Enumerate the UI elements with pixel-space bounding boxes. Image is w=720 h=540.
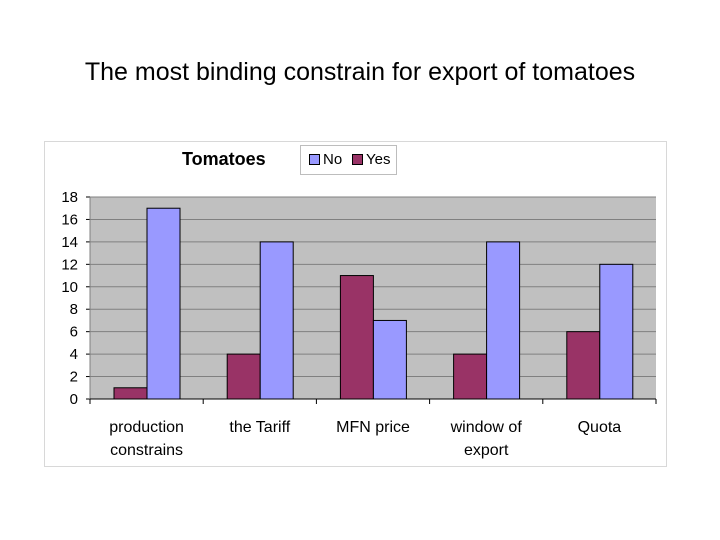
y-tick-label: 14 (61, 234, 78, 251)
bar-no (599, 263, 634, 400)
x-category-label: MFN price (336, 419, 410, 436)
bar-yes (566, 331, 601, 400)
bar-no (486, 241, 521, 400)
bar-no (146, 207, 181, 400)
bar-yes (113, 387, 148, 400)
y-tick-label: 0 (70, 391, 78, 408)
legend-label-no: No (323, 151, 343, 168)
chart-legend: No Yes (300, 145, 397, 175)
legend-item-no: No (309, 151, 342, 168)
y-tick-label: 12 (61, 256, 78, 273)
x-category-label: window of (450, 419, 523, 436)
legend-swatch-yes (352, 154, 363, 165)
bar-yes (339, 275, 374, 400)
bar-yes (453, 353, 488, 400)
y-tick-label: 4 (70, 346, 78, 363)
legend-label-yes: Yes (366, 151, 391, 168)
legend-swatch-no (309, 154, 320, 165)
chart-title: Tomatoes (182, 149, 266, 169)
slide-title: The most binding constrain for export of… (84, 58, 636, 86)
y-tick-label: 10 (61, 279, 78, 296)
bar-no (259, 241, 294, 400)
x-category-label: the Tariff (229, 419, 290, 436)
x-category-label: Quota (578, 419, 622, 436)
y-tick-label: 6 (70, 324, 78, 341)
y-tick-label: 18 (61, 189, 78, 206)
x-category-label: production (109, 419, 184, 436)
y-tick-label: 8 (70, 301, 78, 318)
x-category-label: export (464, 442, 509, 459)
legend-item-yes: Yes (352, 151, 390, 168)
x-category-label: constrains (110, 442, 183, 459)
bar-yes (226, 353, 261, 400)
y-tick-label: 2 (70, 369, 78, 386)
y-tick-label: 16 (61, 211, 78, 228)
bar-no (372, 319, 407, 400)
